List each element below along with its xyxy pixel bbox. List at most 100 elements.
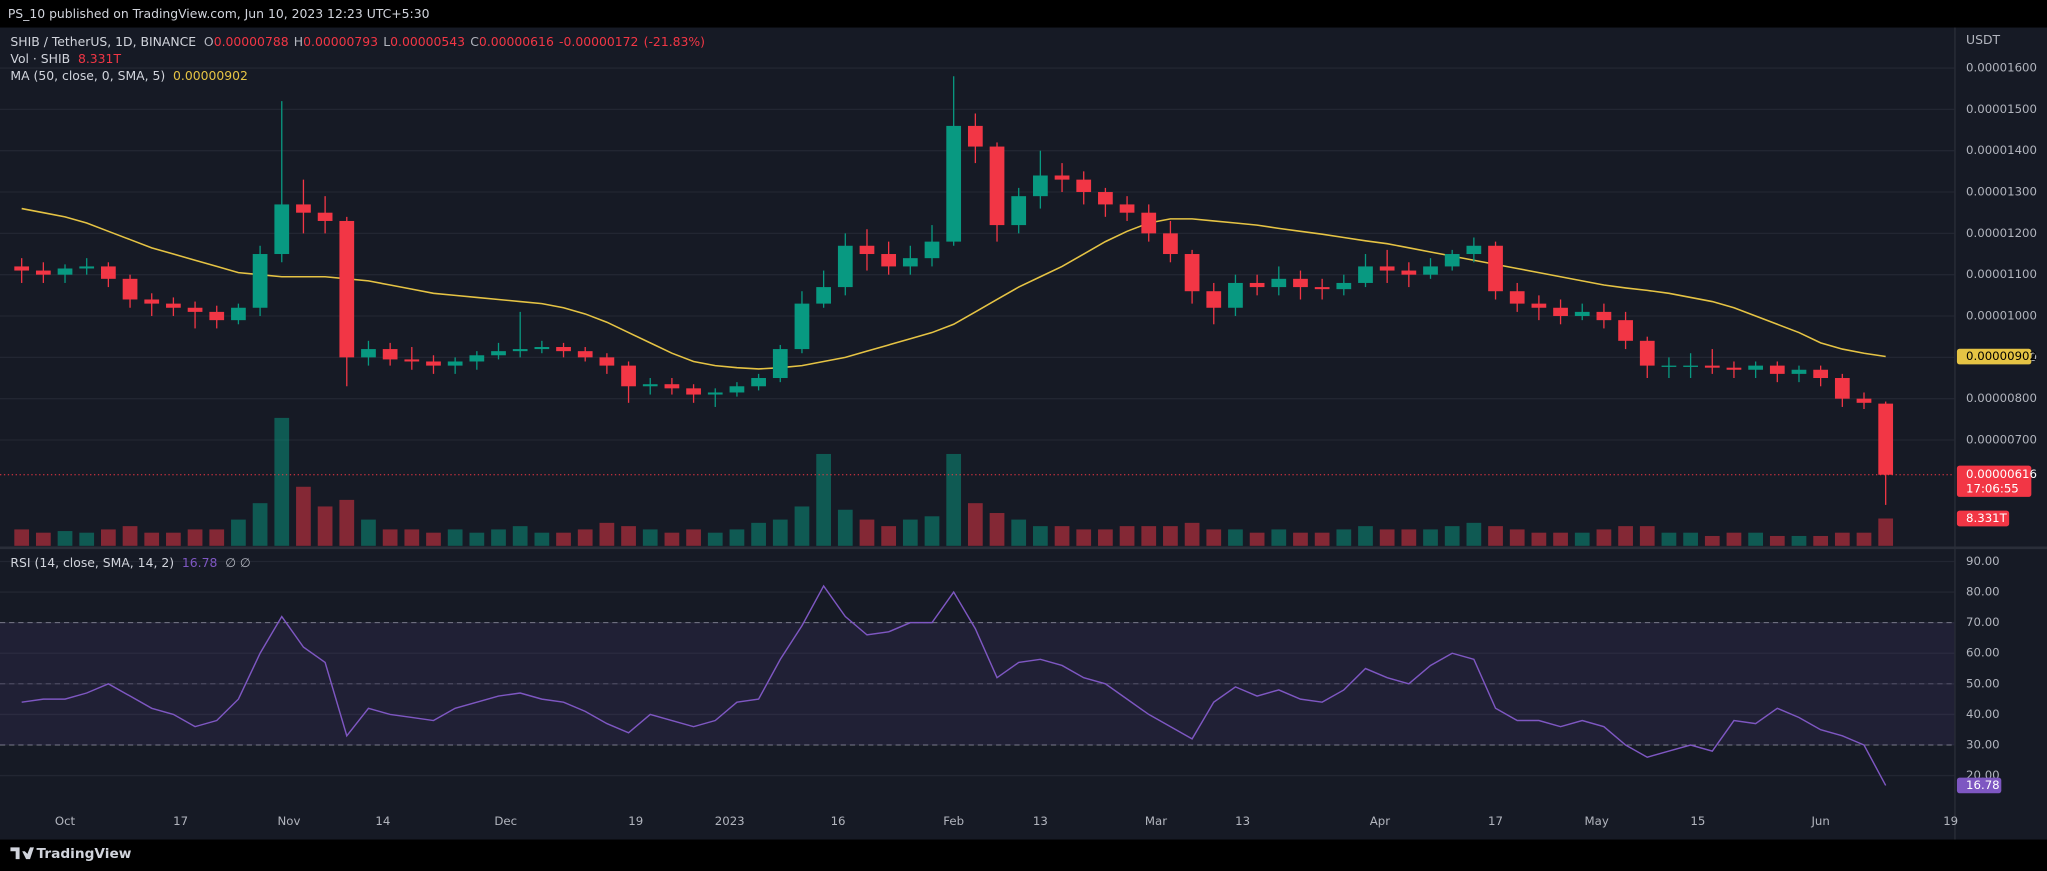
candle-body bbox=[707, 392, 723, 395]
volume-bar bbox=[1141, 526, 1157, 546]
volume-bar bbox=[967, 503, 983, 546]
volume-bar bbox=[1466, 522, 1482, 546]
volume-bar bbox=[317, 506, 333, 546]
candle-body bbox=[252, 254, 268, 308]
candle-body bbox=[1336, 282, 1352, 290]
rsi-name: RSI (14, close, SMA, 14, 2) bbox=[10, 554, 174, 569]
candle-body bbox=[166, 303, 181, 308]
y-tick-label: 0.00001400 bbox=[1966, 143, 2037, 157]
candle-body bbox=[14, 266, 30, 271]
candle-body bbox=[924, 241, 940, 259]
candle-body bbox=[1488, 245, 1503, 292]
candle-body bbox=[1249, 282, 1265, 288]
rsi-tick-label: 50.00 bbox=[1966, 676, 2000, 690]
x-tick-label: 16 bbox=[831, 814, 846, 828]
volume-bar bbox=[209, 529, 225, 546]
volume-bar bbox=[751, 522, 766, 546]
candle-body bbox=[1011, 196, 1027, 226]
candle-body bbox=[101, 266, 116, 279]
candle-body bbox=[274, 204, 290, 255]
volume-bar bbox=[924, 516, 940, 546]
change: -0.00000172 bbox=[559, 33, 638, 48]
x-tick-label: Dec bbox=[494, 814, 517, 828]
x-tick-label: May bbox=[1585, 814, 1609, 828]
x-tick-label: Apr bbox=[1370, 814, 1390, 828]
y-tick-label: 0.00001300 bbox=[1966, 185, 2037, 199]
volume-bar bbox=[859, 519, 875, 546]
x-tick-label: Mar bbox=[1145, 814, 1167, 828]
ohlc-value: 0.00000616 bbox=[479, 33, 554, 48]
volume-bar bbox=[1249, 532, 1265, 546]
volume-legend: Vol · SHIB 8.331T bbox=[10, 50, 121, 65]
candle-body bbox=[1119, 204, 1135, 213]
ma-value: 0.00000902 bbox=[173, 67, 248, 82]
candle-body bbox=[1596, 311, 1612, 321]
candle-body bbox=[1531, 303, 1547, 308]
rsi-badge bbox=[1956, 777, 2002, 794]
volume-bar bbox=[1423, 529, 1438, 546]
volume-bar bbox=[1033, 526, 1048, 546]
volume-bar bbox=[274, 417, 290, 546]
candle-body bbox=[946, 125, 962, 242]
candle-body bbox=[1358, 266, 1373, 283]
price-badge-countdown: 17:06:55 bbox=[1966, 482, 2019, 496]
volume-bar bbox=[642, 529, 658, 546]
rsi-tick-label: 90.00 bbox=[1966, 554, 2000, 568]
candle-body bbox=[1574, 311, 1590, 317]
volume-bar bbox=[729, 529, 745, 546]
candle-body bbox=[794, 303, 810, 350]
x-tick-label: Feb bbox=[943, 814, 964, 828]
candles bbox=[14, 76, 1894, 505]
candle-body bbox=[296, 204, 311, 213]
candle-body bbox=[35, 270, 51, 275]
ma-name: MA (50, close, 0, SMA, 5) bbox=[10, 67, 165, 82]
candle-body bbox=[1401, 270, 1417, 275]
volume-bar bbox=[491, 529, 506, 546]
candle-body bbox=[209, 311, 225, 321]
volume-bar bbox=[231, 519, 246, 546]
rsi-tick-label: 60.00 bbox=[1966, 646, 2000, 660]
candle-body bbox=[57, 268, 73, 275]
candle-body bbox=[772, 349, 788, 379]
volume-bar bbox=[1488, 526, 1503, 546]
ohlc-value: 0.00000543 bbox=[390, 33, 465, 48]
volume-bar bbox=[1834, 532, 1850, 546]
candle-body bbox=[534, 347, 550, 350]
labels: Oct 17 Nov 14 Dec 19 2023 16 Feb 13 Mar 13 Apr 17 May 1… bbox=[55, 61, 2037, 828]
volume-bar bbox=[556, 532, 571, 546]
volume-bar bbox=[1661, 532, 1677, 546]
candle-body bbox=[426, 361, 441, 366]
price-badge-value: 0.00000616 bbox=[1966, 467, 2037, 481]
candle-body bbox=[1379, 266, 1395, 271]
volume-bar bbox=[772, 519, 788, 546]
volume-bar bbox=[1726, 532, 1742, 546]
candle-body bbox=[382, 349, 398, 360]
volume-bar bbox=[101, 529, 116, 546]
candle-body bbox=[79, 266, 95, 269]
volume-bar bbox=[1054, 526, 1070, 546]
volume-bar bbox=[837, 509, 853, 546]
candle-body bbox=[1098, 192, 1113, 205]
y-tick-label: 0.00000700 bbox=[1966, 433, 2037, 447]
volume-bar bbox=[79, 532, 95, 546]
candle-body bbox=[187, 307, 203, 312]
ma-legend: MA (50, close, 0, SMA, 5) 0.00000902 bbox=[10, 67, 247, 82]
volume-bar bbox=[166, 532, 181, 546]
x-tick-label: 13 bbox=[1235, 814, 1250, 828]
volume-bar bbox=[1769, 535, 1785, 546]
volume-bar bbox=[1683, 532, 1698, 546]
candle-body bbox=[751, 378, 766, 387]
x-tick-label: 2023 bbox=[715, 814, 745, 828]
lines bbox=[0, 207, 1955, 786]
volume-bar bbox=[296, 486, 311, 546]
volume-bar bbox=[1271, 529, 1287, 546]
volume-bar bbox=[1379, 529, 1395, 546]
volume-bar bbox=[57, 531, 73, 546]
price-unit: USDT bbox=[1966, 32, 2000, 47]
volume-bar bbox=[686, 529, 701, 546]
change-percent: (-21.83%) bbox=[644, 33, 705, 48]
volume-bar bbox=[1596, 529, 1612, 546]
ohlc-key: L bbox=[383, 33, 390, 48]
volume bbox=[14, 417, 1894, 546]
volume-bar bbox=[404, 529, 420, 546]
